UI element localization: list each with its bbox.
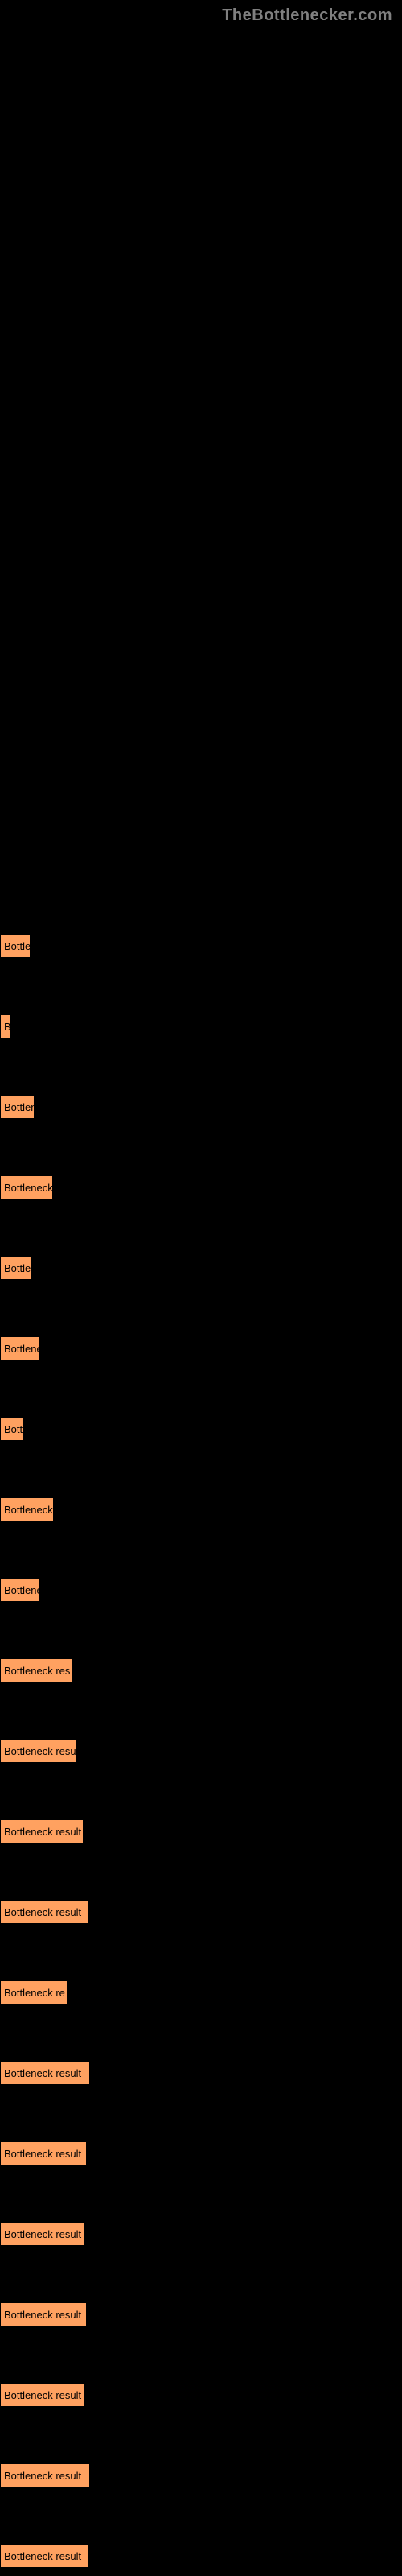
- bar-row: Bottleneck result: [0, 2544, 88, 2568]
- bar-label: Bottleneck result: [4, 2148, 81, 2160]
- bar: Bottleneck resu: [0, 1739, 77, 1763]
- bar-label: Bottleneck result: [4, 2228, 81, 2240]
- bar-row: Bottleneck result: [0, 1819, 84, 1843]
- bar: Bottleneck: [0, 1175, 53, 1199]
- bar-row: Bottleneck resu: [0, 1739, 77, 1763]
- bar-row: Bottleneck res: [0, 1658, 72, 1682]
- bar-row: Bottleneck re: [0, 1980, 68, 2004]
- bar-row: Bottleneck result: [0, 2141, 87, 2165]
- bar-row: Bottleneck result: [0, 2061, 90, 2085]
- bar: Bottleneck result: [0, 2141, 87, 2165]
- bar: Bottler: [0, 1256, 32, 1280]
- bar-row: Bottleneck result: [0, 2222, 85, 2246]
- bar-label: B: [4, 1021, 11, 1033]
- bar-row: Bottl: [0, 1417, 24, 1441]
- bar: Bottleneck result: [0, 2302, 87, 2326]
- bar: Bottlen: [0, 1095, 35, 1119]
- bar-label: Bottleneck result: [4, 2067, 81, 2079]
- bar-row: Bottleneck: [0, 1175, 53, 1199]
- bar-label: Bottleneck resu: [4, 1745, 76, 1757]
- bar: Bottleneck result: [0, 2383, 85, 2407]
- bar-label: Bottlene: [4, 1343, 40, 1355]
- bar: Bottle: [0, 934, 31, 958]
- bar-label: Bottle: [4, 940, 31, 952]
- bar-label: Bottleneck: [4, 1504, 53, 1516]
- bar-label: Bottleneck res: [4, 1665, 70, 1677]
- bar-label: Bottleneck result: [4, 2389, 81, 2401]
- bar: Bottleneck re: [0, 1980, 68, 2004]
- bar-label: Bottleneck result: [4, 1826, 81, 1838]
- bar-label: Bottleneck re: [4, 1987, 65, 1999]
- bar-row: Bottleneck result: [0, 2463, 90, 2487]
- bar-row: B: [0, 1014, 11, 1038]
- bar-row: Bottler: [0, 1256, 32, 1280]
- bar-label: Bottl: [4, 1423, 24, 1435]
- bar: Bottleneck result: [0, 2544, 88, 2568]
- bar: Bottleneck result: [0, 1900, 88, 1924]
- bar-row: Bottlene: [0, 1578, 40, 1602]
- bar: Bottleneck result: [0, 2463, 90, 2487]
- bar: Bottleneck result: [0, 2061, 90, 2085]
- bar: B: [0, 1014, 11, 1038]
- bar: Bottleneck: [0, 1497, 54, 1521]
- bar-label: Bottlene: [4, 1584, 40, 1596]
- watermark: TheBottlenecker.com: [222, 6, 392, 25]
- bar-label: Bottler: [4, 1262, 32, 1274]
- bar: Bottlene: [0, 1336, 40, 1360]
- bar-row: Bottleneck result: [0, 2383, 85, 2407]
- bar-label: Bottleneck result: [4, 2470, 81, 2482]
- bar-row: Bottleneck: [0, 1497, 54, 1521]
- bar: Bottlene: [0, 1578, 40, 1602]
- bar-label: Bottleneck result: [4, 2309, 81, 2321]
- bar-row: Bottlene: [0, 1336, 40, 1360]
- bar: Bottl: [0, 1417, 24, 1441]
- bar-row: Bottlen: [0, 1095, 35, 1119]
- bar-row: Bottleneck result: [0, 2302, 87, 2326]
- bar-row: Bottleneck result: [0, 1900, 88, 1924]
- bar-label: Bottlen: [4, 1101, 35, 1113]
- bar-label: Bottleneck: [4, 1182, 53, 1194]
- bar-row: Bottle: [0, 934, 31, 958]
- bar: Bottleneck result: [0, 1819, 84, 1843]
- bar-label: Bottleneck result: [4, 2550, 81, 2562]
- bar: Bottleneck result: [0, 2222, 85, 2246]
- bar: Bottleneck res: [0, 1658, 72, 1682]
- bar-label: Bottleneck result: [4, 1906, 81, 1918]
